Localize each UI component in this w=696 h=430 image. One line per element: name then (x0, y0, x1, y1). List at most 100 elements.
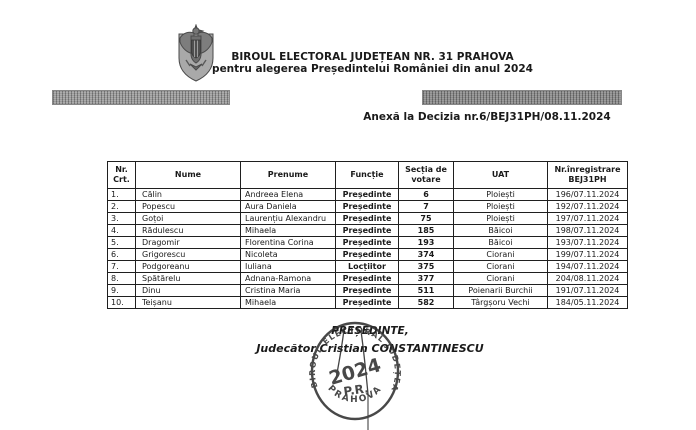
table-cell: 75 (398, 212, 454, 225)
table-cell: 198/07.11.2024 (547, 224, 628, 237)
table-cell: 1. (107, 188, 136, 201)
table-cell: Mihaela (240, 296, 336, 309)
table-cell: Adnana-Ramona (240, 272, 336, 285)
table-row: 8. Spătărelu Adnana-Ramona Președinte 377 Cio… (107, 272, 628, 285)
table-cell: 3. (107, 212, 136, 225)
table-cell: Ploiești (453, 188, 548, 201)
table-cell: Mihaela (240, 224, 336, 237)
redaction-bar-left (52, 90, 230, 105)
table-cell: Ploiești (453, 212, 548, 225)
table-cell: 2. (107, 200, 136, 213)
table-row: 5. Dragomir Florentina Corina Președinte 193… (107, 236, 628, 249)
table-cell: Spătărelu (135, 272, 241, 285)
table-cell: Președinte (335, 296, 399, 309)
table-cell: Călin (135, 188, 241, 201)
title-line-2: pentru alegerea Președintelui României d… (212, 63, 533, 75)
table-cell: Ciorani (453, 272, 548, 285)
table-cell: 375 (398, 260, 454, 273)
table-cell: 4. (107, 224, 136, 237)
round-stamp: BIROUL ELECTORAL JUDEȚEAN PRAHOVA 2024 P… (298, 318, 401, 430)
table-cell: Rădulescu (135, 224, 241, 237)
stamp-ring (310, 321, 400, 421)
column-header: Nr.înregistrare BEJ31PH (547, 161, 628, 189)
table-cell: Ploiești (453, 200, 548, 213)
table-cell: Andreea Elena (240, 188, 336, 201)
table-cell: Președinte (335, 236, 399, 249)
table-cell: 5. (107, 236, 136, 249)
table-cell: 184/05.11.2024 (547, 296, 628, 309)
table-cell: 9. (107, 284, 136, 297)
table-cell: 192/07.11.2024 (547, 200, 628, 213)
stamp-initials: P.R. (343, 381, 370, 398)
table-cell: Nicoleta (240, 248, 336, 261)
table-cell: 582 (398, 296, 454, 309)
table-cell: Președinte (335, 212, 399, 225)
table-cell: 185 (398, 224, 454, 237)
column-header: Funcție (335, 161, 399, 189)
table-cell: Târgșoru Vechi (453, 296, 548, 309)
table-cell: 196/07.11.2024 (547, 188, 628, 201)
table-cell: 197/07.11.2024 (547, 212, 628, 225)
romania-coat-of-arms-icon (178, 24, 214, 82)
table-cell: Președinte (335, 284, 399, 297)
column-header: Nr. Crt. (107, 161, 136, 189)
table-row: 3. Goțoi Laurențiu Alexandru Președinte 75 Pl… (107, 212, 628, 225)
table-cell: Cristina Maria (240, 284, 336, 297)
table-cell: Teișanu (135, 296, 241, 309)
table-cell: Laurențiu Alexandru (240, 212, 336, 225)
table-cell: Aura Daniela (240, 200, 336, 213)
table-header-row: Nr. Crt. Nume Prenume Funcție Secția de vota… (107, 161, 628, 189)
table-cell: 204/08.11.2024 (547, 272, 628, 285)
table-cell: Președinte (335, 272, 399, 285)
table-cell: Grigorescu (135, 248, 241, 261)
table-cell: 374 (398, 248, 454, 261)
table-cell: Iuliana (240, 260, 336, 273)
table-cell: 194/07.11.2024 (547, 260, 628, 273)
table-cell: 193/07.11.2024 (547, 236, 628, 249)
table-cell: Dragomir (135, 236, 241, 249)
table-cell: Popescu (135, 200, 241, 213)
table-body: 1. Călin Andreea Elena Președinte 6 Ploiești 1… (107, 188, 628, 309)
table-row: 1. Călin Andreea Elena Președinte 6 Ploiești 1… (107, 188, 628, 201)
table-cell: Președinte (335, 224, 399, 237)
table-cell: Președinte (335, 188, 399, 201)
table-cell: Ciorani (453, 260, 548, 273)
table-row: 2. Popescu Aura Daniela Președinte 7 Ploiești… (107, 200, 628, 213)
column-header: Secția de votare (398, 161, 454, 189)
signature-name: Judecător Cristian CONSTANTINESCU (256, 342, 484, 355)
officials-table: Nr. Crt. Nume Prenume Funcție Secția de vota… (107, 161, 628, 309)
table-cell: 193 (398, 236, 454, 249)
column-header: Nume (135, 161, 241, 189)
table-cell: 7. (107, 260, 136, 273)
table-row: 4. Rădulescu Mihaela Președinte 185 Băicoi 198… (107, 224, 628, 237)
table-cell: Băicoi (453, 224, 548, 237)
table-cell: Ciorani (453, 248, 548, 261)
table-cell: Goțoi (135, 212, 241, 225)
title-line-1: BIROUL ELECTORAL JUDEȚEAN NR. 31 PRAHOVA (231, 51, 514, 63)
table-cell: 7 (398, 200, 454, 213)
table-row: 9. Dinu Cristina Maria Președinte 511 Poienar… (107, 284, 628, 297)
document-title: BIROUL ELECTORAL JUDEȚEAN NR. 31 PRAHOVA… (200, 51, 545, 75)
table-cell: 6 (398, 188, 454, 201)
table-cell: 199/07.11.2024 (547, 248, 628, 261)
table-cell: Președinte (335, 200, 399, 213)
table-cell: Băicoi (453, 236, 548, 249)
table-cell: 377 (398, 272, 454, 285)
table-cell: 511 (398, 284, 454, 297)
table-cell: Poienarii Burchii (453, 284, 548, 297)
table-row: 7. Podgoreanu Iuliana Locțiitor 375 Ciorani 19… (107, 260, 628, 273)
table-cell: 6. (107, 248, 136, 261)
table-cell: 191/07.11.2024 (547, 284, 628, 297)
table-cell: Podgoreanu (135, 260, 241, 273)
column-header: UAT (453, 161, 548, 189)
table-cell: 8. (107, 272, 136, 285)
annex-reference: Anexă la Decizia nr.6/BEJ31PH/08.11.2024 (363, 111, 611, 123)
signature-strokes (335, 328, 369, 430)
column-header: Prenume (240, 161, 336, 189)
table-row: 6. Grigorescu Nicoleta Președinte 374 Ciorani… (107, 248, 628, 261)
table-cell: Florentina Corina (240, 236, 336, 249)
table-cell: Dinu (135, 284, 241, 297)
table-cell: Președinte (335, 248, 399, 261)
table-cell: Locțiitor (335, 260, 399, 273)
